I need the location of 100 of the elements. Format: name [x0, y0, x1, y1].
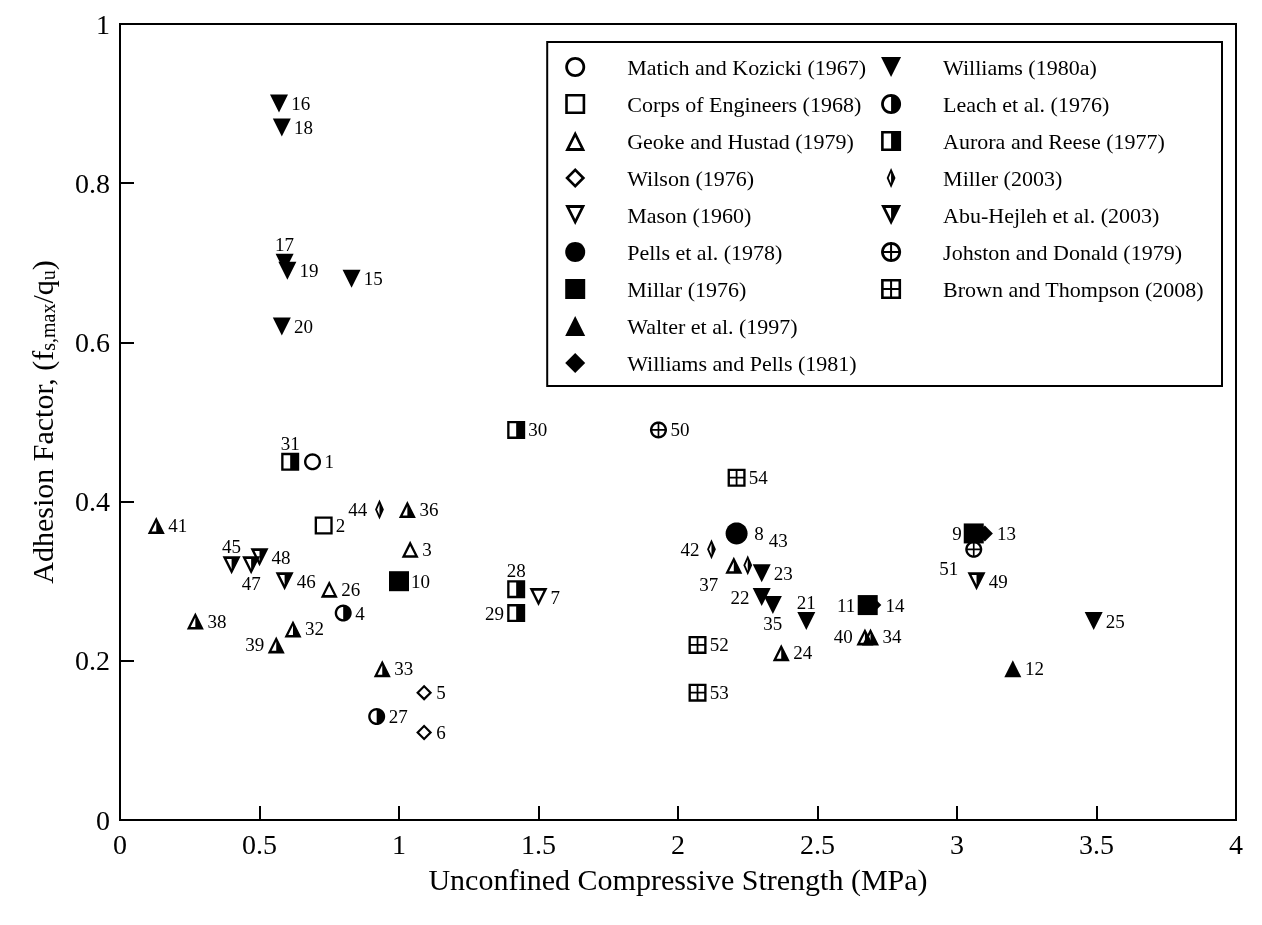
- point: [278, 261, 297, 280]
- x-tick-label: 1: [392, 828, 406, 860]
- annotation: 22: [730, 586, 750, 608]
- annotation: 24: [793, 642, 813, 664]
- annotation: 49: [988, 570, 1008, 592]
- annotation: 47: [241, 573, 261, 595]
- y-axis-title: Adhesion Factor, (fs,max/qu): [25, 260, 60, 584]
- legend-label: Corps of Engineers (1968): [627, 91, 862, 117]
- annotation: 40: [833, 626, 853, 648]
- annotation: 35: [763, 613, 783, 635]
- point: [304, 453, 322, 471]
- annotation: 2: [335, 514, 346, 536]
- annotation: 48: [271, 546, 291, 568]
- point: [272, 317, 291, 336]
- annotation: 33: [394, 658, 414, 680]
- annotation: 42: [680, 538, 700, 560]
- point: [725, 522, 748, 545]
- annotation: 36: [419, 499, 439, 521]
- x-axis-title: Unconfined Compressive Strength (MPa): [428, 862, 928, 897]
- point: [281, 452, 300, 471]
- annotation: 11: [836, 594, 856, 616]
- annotation: 25: [1105, 610, 1125, 632]
- legend-label: Abu-Hejleh et al. (2003): [943, 202, 1160, 228]
- point: [507, 580, 526, 599]
- point: [688, 683, 707, 702]
- x-tick-label: 2: [671, 828, 685, 860]
- point: [529, 588, 548, 607]
- point: [389, 571, 409, 592]
- annotation: 52: [709, 634, 729, 656]
- y-tick-label: 0.6: [75, 326, 110, 358]
- legend-label: Walter et al. (1997): [627, 313, 798, 339]
- annotation: 13: [997, 522, 1016, 544]
- annotation: 20: [293, 315, 313, 337]
- annotation: 41: [168, 514, 188, 536]
- legend-label: Pells et al. (1978): [627, 239, 783, 265]
- y-tick-label: 1: [96, 8, 110, 40]
- annotation: 7: [550, 586, 561, 608]
- annotation: 6: [436, 721, 446, 743]
- y-tick-label: 0.2: [75, 645, 110, 677]
- annotation: 27: [388, 706, 408, 728]
- legend-label: Millar (1976): [627, 276, 747, 302]
- legend-label: Brown and Thompson (2008): [943, 276, 1204, 302]
- annotation: 21: [796, 592, 816, 613]
- annotation: 19: [299, 260, 319, 282]
- annotation: 17: [275, 233, 295, 255]
- point: [401, 540, 419, 558]
- annotation: 45: [222, 536, 242, 558]
- annotation: 54: [748, 467, 769, 489]
- annotation: 9: [952, 522, 962, 544]
- annotation: 29: [485, 602, 505, 624]
- legend-label: Geoke and Hustad (1979): [627, 128, 854, 154]
- x-tick-label: 3.5: [1079, 828, 1114, 860]
- annotation: 10: [411, 570, 431, 592]
- point: [507, 420, 526, 439]
- annotation: 16: [291, 93, 311, 115]
- point: [270, 94, 289, 113]
- point: [507, 604, 526, 623]
- legend-label: Williams (1980a): [943, 54, 1097, 80]
- annotation: 5: [436, 682, 446, 704]
- annotation: 8: [754, 522, 764, 544]
- annotation: 50: [670, 419, 690, 441]
- point: [727, 468, 746, 487]
- y-tick-label: 0.4: [75, 486, 110, 518]
- annotation: 32: [305, 618, 325, 640]
- annotation: 3: [422, 538, 432, 560]
- annotation: 38: [207, 610, 227, 632]
- point: [752, 588, 771, 607]
- annotation: 12: [1024, 658, 1044, 680]
- point: [416, 684, 433, 701]
- annotation: 53: [709, 682, 729, 704]
- annotation: 14: [885, 594, 905, 616]
- annotation: 4: [355, 602, 366, 624]
- point: [416, 724, 433, 741]
- point: [963, 523, 984, 544]
- annotation: 46: [296, 570, 316, 592]
- annotation: 1: [324, 451, 335, 473]
- annotation: 34: [882, 626, 903, 648]
- legend-label: Matich and Kozicki (1967): [627, 54, 867, 80]
- point: [763, 596, 782, 615]
- legend-label: Aurora and Reese (1977): [943, 128, 1165, 154]
- annotation: 28: [506, 560, 526, 582]
- x-tick-label: 1.5: [521, 828, 556, 860]
- legend-label: Wilson (1976): [627, 165, 755, 191]
- annotation: 51: [939, 558, 959, 580]
- point: [857, 595, 878, 616]
- point: [272, 118, 291, 137]
- annotation: 23: [773, 562, 793, 584]
- legend-label: Johston and Donald (1979): [943, 239, 1182, 265]
- y-tick-label: 0.8: [75, 167, 110, 199]
- x-tick-label: 4: [1229, 828, 1243, 860]
- point: [314, 516, 333, 535]
- annotation: 30: [528, 419, 548, 441]
- annotation: 39: [245, 634, 265, 656]
- x-tick-label: 3: [950, 828, 964, 860]
- annotation: 15: [363, 268, 383, 290]
- point: [752, 564, 771, 583]
- annotation: 43: [768, 530, 788, 552]
- annotation: 26: [341, 578, 361, 600]
- point: [1004, 660, 1022, 678]
- legend-label: Williams and Pells (1981): [627, 350, 857, 376]
